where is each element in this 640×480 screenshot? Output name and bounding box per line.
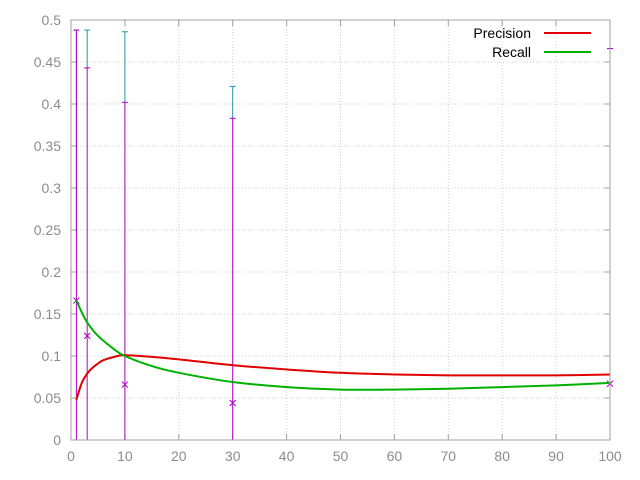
legend: Precision Recall [473,25,591,60]
x-tick-label: 50 [333,448,349,464]
grid [70,19,611,441]
y-tick-label: 0 [53,432,61,448]
y-tick-label: 0.5 [42,12,62,28]
series-line-precision [75,354,611,400]
errorbar-point [121,381,129,388]
y-tick-label: 0.4 [42,96,62,112]
errorbars [73,29,614,440]
series-lines [75,300,611,400]
x-tick-label: 30 [225,448,241,464]
y-tick-label: 0.3 [42,180,62,196]
x-tick-label: 20 [171,448,187,464]
legend-label-precision: Precision [473,25,531,41]
x-tick-label: 80 [494,448,510,464]
x-tick-label: 60 [387,448,403,464]
errorbar-point [83,332,91,340]
x-tick-label: 0 [67,448,75,464]
series-line-recall [75,300,611,391]
plot-frame [70,19,611,441]
x-tick-label: 90 [548,448,564,464]
x-tick-label: 40 [279,448,295,464]
x-tick-label: 100 [598,448,622,464]
y-tick-label: 0.1 [42,348,62,364]
errorbar-point [229,399,237,407]
legend-label-recall: Recall [492,44,531,60]
y-tick-label: 0.45 [34,54,61,70]
y-tick-label: 0.25 [34,222,61,238]
y-tick-label: 0.35 [34,138,61,154]
y-tick-label: 0.05 [34,390,61,406]
y-tick-label: 0.2 [42,264,62,280]
x-tick-label: 70 [441,448,457,464]
y-tick-label: 0.15 [34,306,61,322]
x-tick-label: 10 [117,448,133,464]
tick-labels: 0 0.05 0.1 0.15 0.2 0.25 0.3 0.35 0.4 0.45 0.5 0 10 2… [34,12,622,464]
